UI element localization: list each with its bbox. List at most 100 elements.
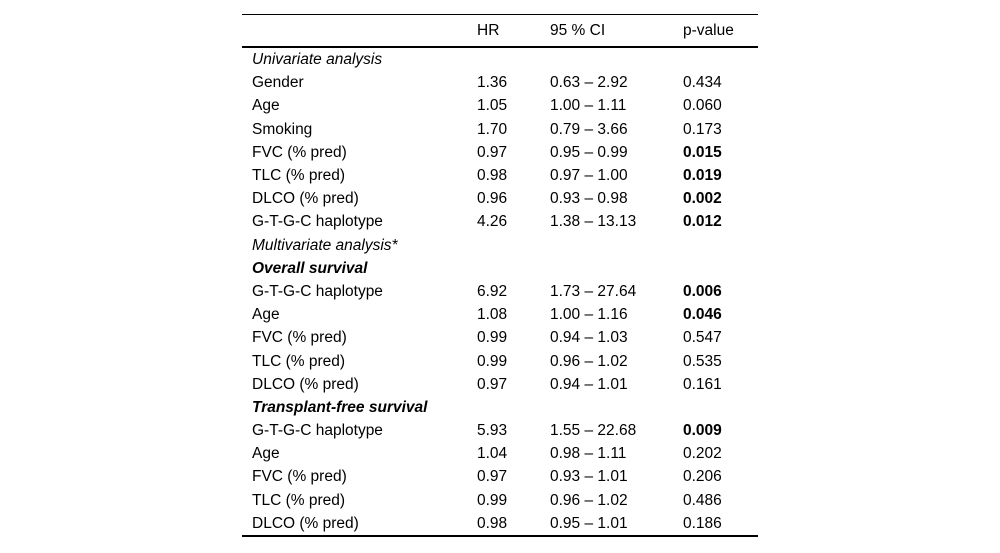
p-value-cell: 0.019 (683, 167, 722, 185)
row-label: TLC (% pred) (252, 352, 346, 370)
ci-cell: 0.96 – 1.02 (550, 491, 628, 509)
hr-cell: 0.97 (477, 143, 508, 161)
row-label: FVC (% pred) (252, 329, 347, 347)
table-row: TLC (% pred) 0.99 0.96 – 1.02 0.486 (242, 489, 758, 512)
p-value-cell: 0.206 (683, 468, 722, 486)
row-label: Overall survival (252, 259, 368, 277)
ci-cell: 0.98 – 1.11 (550, 445, 627, 463)
p-value-cell: 0.015 (683, 143, 722, 161)
ci-cell: 1.38 – 13.13 (550, 213, 637, 231)
table-row: Age 1.05 1.00 – 1.11 0.060 (242, 94, 758, 117)
p-value-cell: 0.046 (683, 306, 722, 324)
row-label: TLC (% pred) (252, 167, 346, 185)
row-label: FVC (% pred) (252, 143, 347, 161)
hr-cell: 1.08 (477, 306, 508, 324)
ci-cell: 1.73 – 27.64 (550, 282, 637, 300)
p-value-cell: 0.002 (683, 190, 722, 208)
row-label: G-T-G-C haplotype (252, 282, 383, 300)
hr-cell: 4.26 (477, 213, 508, 231)
table-row: DLCO (% pred) 0.97 0.94 – 1.01 0.161 (242, 373, 758, 396)
ci-cell: 0.79 – 3.66 (550, 120, 628, 138)
p-value-cell: 0.547 (683, 329, 722, 347)
row-label: Age (252, 97, 280, 115)
hr-cell: 5.93 (477, 422, 508, 440)
p-value-cell: 0.009 (683, 422, 722, 440)
hr-cell: 6.92 (477, 282, 508, 300)
table-row: Smoking 1.70 0.79 – 3.66 0.173 (242, 118, 758, 141)
ci-cell: 0.95 – 1.01 (550, 514, 628, 532)
table-row: Gender 1.36 0.63 – 2.92 0.434 (242, 71, 758, 94)
table-row: FVC (% pred) 0.97 0.95 – 0.99 0.015 (242, 141, 758, 164)
table-row: G-T-G-C haplotype 6.92 1.73 – 27.64 0.00… (242, 280, 758, 303)
hr-cell: 0.99 (477, 329, 508, 347)
ci-cell: 0.94 – 1.01 (550, 375, 628, 393)
table-row: TLC (% pred) 0.99 0.96 – 1.02 0.535 (242, 349, 758, 372)
hr-cell: 0.98 (477, 514, 508, 532)
row-label: G-T-G-C haplotype (252, 213, 383, 231)
table-row: G-T-G-C haplotype 5.93 1.55 – 22.68 0.00… (242, 419, 758, 442)
hr-cell: 1.36 (477, 74, 508, 92)
table-row: Age 1.08 1.00 – 1.16 0.046 (242, 303, 758, 326)
ci-cell: 0.93 – 0.98 (550, 190, 628, 208)
p-value-cell: 0.060 (683, 97, 722, 115)
hr-cell: 0.96 (477, 190, 508, 208)
p-value-cell: 0.434 (683, 74, 722, 92)
p-value-cell: 0.161 (683, 375, 722, 393)
header-ci: 95 % CI (550, 22, 606, 39)
p-value-cell: 0.486 (683, 491, 722, 509)
table-row: Age 1.04 0.98 – 1.11 0.202 (242, 442, 758, 465)
header-hr: HR (477, 22, 500, 39)
table-row: Transplant-free survival (242, 396, 758, 419)
p-value-cell: 0.535 (683, 352, 722, 370)
hr-cell: 1.05 (477, 97, 508, 115)
table-header-row: HR 95 % CI p-value (242, 15, 758, 48)
row-label: Multivariate analysis* (252, 236, 398, 254)
row-label: Transplant-free survival (252, 398, 428, 416)
hr-cell: 0.97 (477, 375, 508, 393)
hr-cell: 1.04 (477, 445, 508, 463)
row-label: Univariate analysis (252, 51, 383, 69)
ci-cell: 1.00 – 1.16 (550, 306, 628, 324)
p-value-cell: 0.012 (683, 213, 722, 231)
hr-cell: 0.99 (477, 352, 508, 370)
hr-cell: 0.98 (477, 167, 508, 185)
table-row: DLCO (% pred) 0.98 0.95 – 1.01 0.186 (242, 512, 758, 535)
row-label: DLCO (% pred) (252, 514, 359, 532)
row-label: TLC (% pred) (252, 491, 346, 509)
table-row: Overall survival (242, 257, 758, 280)
p-value-cell: 0.186 (683, 514, 722, 532)
header-p-value: p-value (683, 22, 734, 39)
ci-cell: 0.93 – 1.01 (550, 468, 628, 486)
p-value-cell: 0.173 (683, 120, 722, 138)
table-row: TLC (% pred) 0.98 0.97 – 1.00 0.019 (242, 164, 758, 187)
hr-cell: 1.70 (477, 120, 508, 138)
ci-cell: 0.94 – 1.03 (550, 329, 628, 347)
table-row: Univariate analysis (242, 48, 758, 71)
p-value-cell: 0.006 (683, 282, 722, 300)
ci-cell: 1.00 – 1.11 (550, 97, 627, 115)
table-row: FVC (% pred) 0.99 0.94 – 1.03 0.547 (242, 326, 758, 349)
table-row: FVC (% pred) 0.97 0.93 – 1.01 0.206 (242, 465, 758, 488)
ci-cell: 0.97 – 1.00 (550, 167, 628, 185)
table-row: Multivariate analysis* (242, 234, 758, 257)
hazard-ratio-table: HR 95 % CI p-value Univariate analysis G… (242, 14, 758, 537)
table-row: G-T-G-C haplotype 4.26 1.38 – 13.13 0.01… (242, 210, 758, 233)
ci-cell: 0.63 – 2.92 (550, 74, 628, 92)
row-label: Gender (252, 74, 304, 92)
p-value-cell: 0.202 (683, 445, 722, 463)
ci-cell: 1.55 – 22.68 (550, 422, 637, 440)
row-label: DLCO (% pred) (252, 190, 359, 208)
table-body: Univariate analysis Gender 1.36 0.63 – 2… (242, 48, 758, 535)
row-label: Age (252, 306, 280, 324)
row-label: FVC (% pred) (252, 468, 347, 486)
table-row: DLCO (% pred) 0.96 0.93 – 0.98 0.002 (242, 187, 758, 210)
row-label: Smoking (252, 120, 313, 138)
ci-cell: 0.95 – 0.99 (550, 143, 628, 161)
ci-cell: 0.96 – 1.02 (550, 352, 628, 370)
row-label: Age (252, 445, 280, 463)
row-label: DLCO (% pred) (252, 375, 359, 393)
hr-cell: 0.97 (477, 468, 508, 486)
hr-cell: 0.99 (477, 491, 508, 509)
row-label: G-T-G-C haplotype (252, 422, 383, 440)
